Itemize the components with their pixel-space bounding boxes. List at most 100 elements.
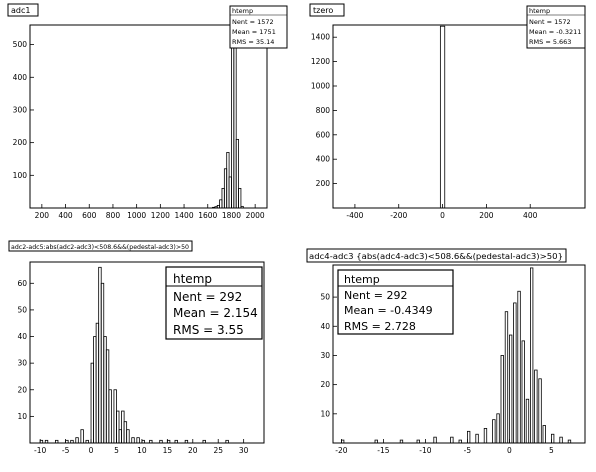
histogram-bar [492,419,496,444]
stats-mean: Mean = 1751 [232,28,276,36]
histogram-bar [483,428,488,444]
histogram-bar [149,439,153,444]
panel-adc2-adc5: -10 -5 0 5 10 15 20 25 30 10 20 30 40 50 60 adc2-adc5… [0,237,297,472]
histogram-bar [75,437,79,444]
y-tick-label: 1000 [311,82,330,91]
title-box: adc1 [7,3,39,17]
stats-box: htemp Nent = 1572 Mean = -0.3211 RMS = 5… [526,5,586,49]
bars [39,266,229,444]
y-tick-label: 50 [17,305,27,314]
histogram-bar [508,334,513,444]
histogram-bar [399,439,404,444]
histogram-bar [238,187,242,209]
x-tick-label: -20 [335,446,347,455]
y-tick-label: 100 [13,171,28,180]
x-tick-label: -10 [34,446,46,455]
histogram-bar [433,436,437,444]
y-tick-label: 1400 [311,33,330,42]
x-tick-label: 1000 [127,211,146,220]
y-tick-label: 500 [13,40,28,49]
stats-rms: RMS = 2.728 [344,320,416,333]
bars [212,24,244,209]
x-tick-label: 0 [89,446,94,455]
histogram-bar [70,439,74,444]
y-tick-label: 40 [17,332,27,341]
stats-rms: RMS = 3.55 [173,323,244,337]
histogram-bar [184,439,189,444]
x-tick-label: 200 [479,211,494,220]
stats-entries: Nent = 1572 [529,18,571,26]
histogram-bar [517,290,521,444]
y-tick-label: 20 [17,385,27,394]
stats-name: htemp [232,7,253,15]
histogram-bar [521,340,525,444]
y-tick-label: 50 [320,293,330,302]
stats-box: htemp Nent = 292 Mean = -0.4349 RMS = 2.… [337,269,454,335]
x-ticks: -20 -15 -10 -5 0 5 [335,439,554,455]
x-tick-label: 0 [507,446,512,455]
stats-mean: Mean = -0.3211 [529,28,581,36]
histogram-bar [235,138,239,209]
x-tick-label: 1200 [151,211,170,220]
stats-mean: Mean = -0.4349 [344,304,433,317]
x-tick-label: -15 [377,446,389,455]
histogram-bar [466,430,471,444]
y-tick-label: 40 [320,322,330,331]
histogram-bar [374,439,378,444]
y-ticks: 10 20 30 40 50 60 [17,279,34,421]
panel-adc4-adc3: -20 -15 -10 -5 0 5 10 20 30 40 50 adc4-adc3 {abs(… [299,237,596,472]
plot-area: -20 -15 -10 -5 0 5 10 20 30 40 50 [320,264,586,455]
x-tick-label: 5 [549,446,554,455]
title-box: tzero [309,3,345,17]
x-ticks: 200 400 600 800 1000 1200 1400 1600 1800 2000 [35,204,265,220]
y-tick-label: 1200 [311,57,330,66]
stats-name: htemp [173,272,212,286]
y-tick-label: 200 [13,138,28,147]
histogram-bar [500,355,504,444]
stats-box: htemp Nent = 1572 Mean = 1751 RMS = 35.1… [229,5,288,49]
histogram-bar [126,429,130,444]
x-tick-label: 2000 [246,211,265,220]
stats-mean: Mean = 2.154 [173,306,258,320]
axes-frame [29,261,265,444]
x-tick-label: 200 [35,211,50,220]
plot-title: adc1 [11,6,30,15]
histogram-bar [159,439,163,444]
stats-rms: RMS = 5.663 [529,38,571,46]
stats-name: htemp [344,273,380,286]
x-ticks: -400 -200 0 200 400 [346,204,538,220]
histogram-bar [202,439,206,444]
x-tick-label: 0 [440,211,445,220]
panel-adc1: 200 400 600 800 1000 1200 1400 1600 1800 2000 100… [0,0,297,235]
y-ticks: 100 200 300 400 500 [13,40,34,180]
x-tick-label: 400 [58,211,73,220]
plot-area: -10 -5 0 5 10 15 20 25 30 10 20 30 40 50 60 [17,261,265,455]
x-tick-label: 1800 [222,211,241,220]
x-tick-label: -10 [419,446,431,455]
plot-area: -400 -200 0 200 400 200 400 600 800 1000 1200 1400 [311,24,586,220]
histogram-bar [116,410,120,444]
x-tick-label: 800 [106,211,121,220]
histogram-bar [458,439,462,444]
histogram-bar [475,433,479,444]
panel-tzero: -400 -200 0 200 400 200 400 600 800 1000 1200 1400… [299,0,596,235]
y-tick-label: 800 [316,106,331,115]
stats-entries: Nent = 292 [173,290,242,304]
title-box: adc4-adc3 {abs(adc4-adc3)<508.6&&(pedest… [306,248,567,263]
y-tick-label: 30 [17,359,27,368]
histogram-bar [416,439,420,444]
stats-name: htemp [529,7,550,15]
x-tick-label: -200 [390,211,407,220]
x-tick-label: 20 [188,446,198,455]
histogram-bar [85,439,89,444]
plot-title: tzero [313,6,333,15]
histogram-bar [559,436,563,444]
x-tick-label: -400 [346,211,363,220]
x-tick-label: 1400 [175,211,194,220]
histogram-bar [551,433,555,444]
y-tick-label: 600 [316,130,331,139]
y-ticks: 10 20 30 40 50 [320,293,337,418]
plot-title: adc4-adc3 {abs(adc4-adc3)<508.6&&(pedest… [309,252,563,261]
y-tick-label: 300 [13,105,28,114]
plot-title: adc2-adc5:abs(adc2-adc3)<508.6&&(pedesta… [11,244,189,251]
